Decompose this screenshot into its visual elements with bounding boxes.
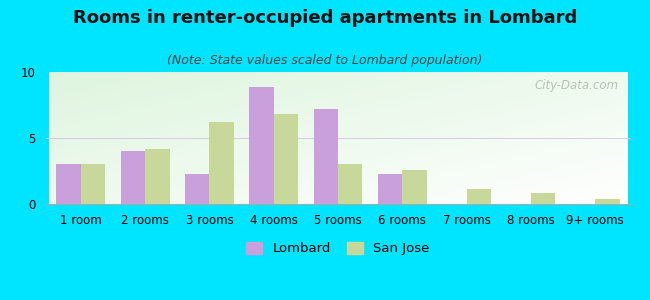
Bar: [145, 148, 170, 204]
Bar: [185, 174, 209, 204]
Bar: [338, 164, 363, 204]
Bar: [378, 174, 402, 204]
Bar: [209, 122, 234, 204]
Text: Rooms in renter-occupied apartments in Lombard: Rooms in renter-occupied apartments in L…: [73, 9, 577, 27]
Bar: [274, 114, 298, 204]
Bar: [121, 151, 145, 204]
Bar: [313, 109, 338, 204]
Text: City-Data.com: City-Data.com: [535, 79, 619, 92]
Bar: [531, 194, 555, 204]
Bar: [595, 199, 619, 204]
Bar: [250, 86, 274, 204]
Legend: Lombard, San Jose: Lombard, San Jose: [241, 237, 435, 261]
Bar: [81, 164, 105, 204]
Text: (Note: State values scaled to Lombard population): (Note: State values scaled to Lombard po…: [167, 54, 483, 67]
Bar: [467, 190, 491, 204]
Bar: [57, 164, 81, 204]
Bar: [402, 170, 426, 204]
